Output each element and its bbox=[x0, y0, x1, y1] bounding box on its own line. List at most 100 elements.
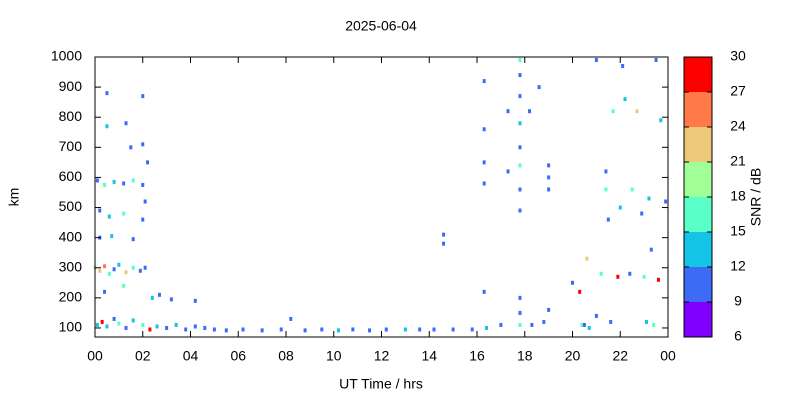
x-tick-label: 14 bbox=[421, 348, 437, 364]
echo-point bbox=[645, 319, 649, 324]
echo-point bbox=[604, 187, 608, 192]
echo-point bbox=[482, 127, 486, 132]
echo-point bbox=[224, 328, 228, 333]
echo-point bbox=[124, 270, 128, 275]
echo-point bbox=[616, 274, 620, 279]
echo-point bbox=[652, 322, 656, 327]
echo-point bbox=[141, 94, 145, 99]
echo-point bbox=[169, 297, 173, 302]
echo-point bbox=[609, 319, 613, 324]
echo-point bbox=[518, 73, 522, 78]
echo-point bbox=[618, 205, 622, 210]
echo-point bbox=[103, 289, 107, 294]
x-tick-label: 04 bbox=[183, 348, 199, 364]
echo-point bbox=[212, 327, 216, 332]
echo-point bbox=[141, 182, 145, 187]
echo-point bbox=[143, 265, 147, 270]
x-tick-label: 08 bbox=[278, 348, 294, 364]
y-tick-label: 400 bbox=[59, 228, 83, 244]
echo-point bbox=[112, 267, 116, 272]
echo-point bbox=[131, 178, 135, 183]
echo-point bbox=[122, 181, 126, 186]
echo-point bbox=[537, 85, 541, 90]
colorbar-band bbox=[684, 162, 712, 197]
echo-point bbox=[418, 327, 422, 332]
colorbar-band bbox=[684, 57, 712, 92]
x-tick-label: 20 bbox=[565, 348, 581, 364]
echo-point bbox=[95, 322, 99, 327]
echo-point bbox=[155, 324, 159, 329]
x-tick-label: 12 bbox=[374, 348, 390, 364]
y-tick-label: 800 bbox=[59, 108, 83, 124]
colorbar-band bbox=[684, 232, 712, 267]
echo-point bbox=[451, 327, 455, 332]
echo-point bbox=[578, 289, 582, 294]
colorbar-band bbox=[684, 92, 712, 127]
echo-point bbox=[656, 277, 660, 282]
echo-point bbox=[303, 328, 307, 333]
echo-point bbox=[100, 319, 104, 324]
colorbar-label: SNR / dB bbox=[748, 168, 764, 226]
echo-point bbox=[642, 274, 646, 279]
echo-point bbox=[124, 325, 128, 330]
colorbar-tick-label: 9 bbox=[734, 293, 742, 309]
echo-point bbox=[193, 324, 197, 329]
echo-point bbox=[368, 328, 372, 333]
echo-point bbox=[141, 142, 145, 147]
echo-point bbox=[122, 283, 126, 288]
echo-point bbox=[542, 319, 546, 324]
echo-point bbox=[547, 187, 551, 192]
colorbar-band bbox=[684, 267, 712, 302]
echo-point bbox=[98, 268, 102, 273]
echo-point bbox=[112, 316, 116, 321]
echo-point bbox=[131, 318, 135, 323]
echo-point bbox=[547, 307, 551, 312]
echo-point bbox=[499, 322, 503, 327]
echo-point bbox=[528, 109, 532, 114]
echo-point bbox=[112, 179, 116, 184]
echo-point bbox=[184, 327, 188, 332]
colorbar-tick-label: 15 bbox=[730, 223, 746, 239]
x-tick-label: 00 bbox=[87, 348, 103, 364]
echo-point bbox=[289, 316, 293, 321]
echo-point bbox=[621, 64, 625, 69]
echo-point bbox=[157, 292, 161, 297]
colorbar-tick-label: 21 bbox=[730, 153, 746, 169]
echo-point bbox=[482, 160, 486, 165]
echo-point bbox=[630, 187, 634, 192]
echo-point bbox=[351, 327, 355, 332]
echo-point bbox=[131, 237, 135, 242]
echo-point bbox=[628, 271, 632, 276]
echo-point bbox=[518, 322, 522, 327]
echo-point bbox=[571, 280, 574, 285]
y-tick-label: 1000 bbox=[51, 48, 82, 64]
echo-point bbox=[403, 327, 407, 332]
x-tick-label: 16 bbox=[469, 348, 485, 364]
x-tick-label: 02 bbox=[135, 348, 151, 364]
chart-title: 2025-06-04 bbox=[345, 18, 417, 34]
echo-point bbox=[141, 217, 145, 222]
colorbar-band bbox=[684, 127, 712, 162]
echo-point bbox=[547, 163, 551, 168]
echo-point bbox=[582, 322, 586, 327]
colorbar-band bbox=[684, 302, 712, 337]
echo-point bbox=[664, 199, 668, 204]
echo-point bbox=[482, 181, 486, 186]
y-tick-label: 200 bbox=[59, 289, 83, 305]
echo-point bbox=[640, 211, 644, 216]
echo-point bbox=[518, 163, 522, 168]
echo-point bbox=[141, 322, 145, 327]
echo-point bbox=[506, 109, 510, 114]
echo-point bbox=[131, 265, 135, 270]
colorbar-tick-label: 24 bbox=[730, 118, 746, 134]
colorbar-tick-label: 27 bbox=[730, 83, 746, 99]
echo-point bbox=[530, 322, 534, 327]
echo-point bbox=[518, 187, 522, 192]
x-axis-label: UT Time / hrs bbox=[339, 376, 423, 392]
echo-point bbox=[654, 58, 658, 63]
echo-point bbox=[103, 264, 107, 269]
echo-point bbox=[587, 325, 591, 330]
echo-point bbox=[98, 208, 102, 213]
echo-point bbox=[129, 145, 133, 150]
